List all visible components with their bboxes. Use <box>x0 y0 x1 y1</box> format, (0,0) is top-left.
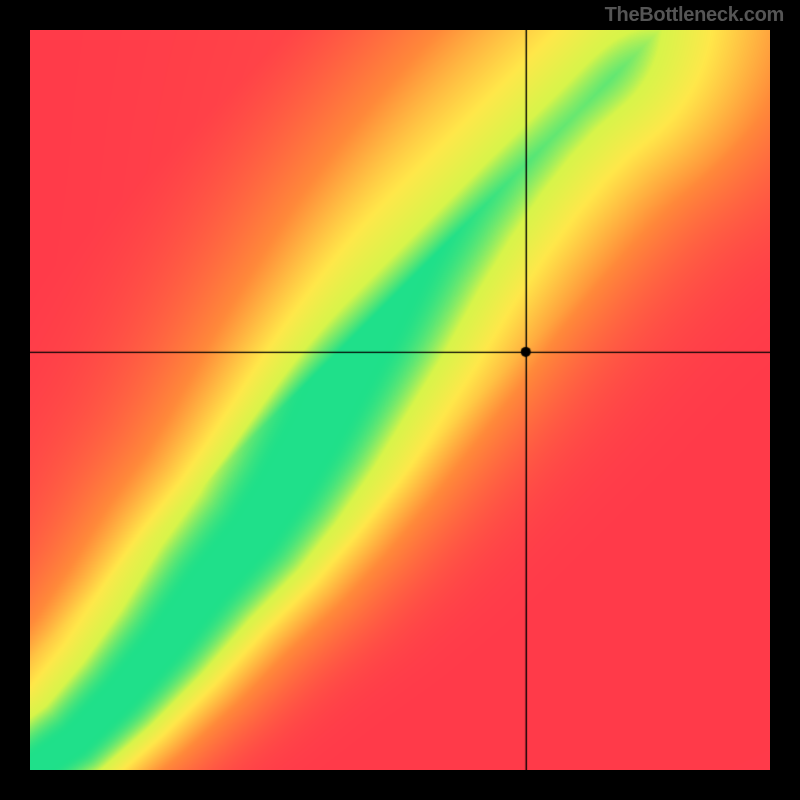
chart-outer-frame <box>0 0 800 800</box>
watermark-text: TheBottleneck.com <box>605 4 784 27</box>
heatmap-plot-area <box>30 30 770 770</box>
heatmap-canvas <box>30 30 770 770</box>
